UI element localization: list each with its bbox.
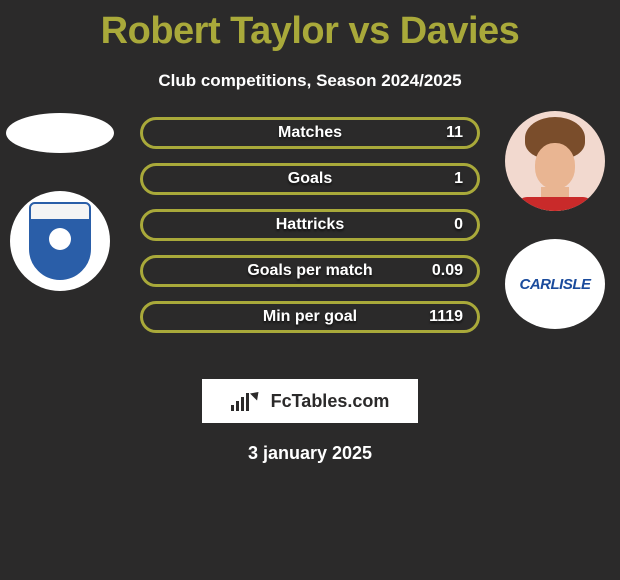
carlisle-logo-text: CARLISLE	[520, 276, 591, 293]
left-club-logo	[10, 191, 110, 291]
stat-value: 1119	[429, 308, 463, 326]
arrow-icon	[250, 388, 262, 400]
date-text: 3 january 2025	[0, 443, 620, 464]
stat-row-gpm: Goals per match 0.09	[140, 255, 480, 287]
left-player-photo	[6, 113, 114, 153]
bars-icon	[231, 391, 249, 411]
stat-label: Matches	[278, 124, 342, 142]
stat-value: 0	[454, 216, 463, 234]
stat-label: Goals	[288, 170, 332, 188]
stat-value: 11	[446, 124, 463, 142]
tranmere-crest-icon	[29, 202, 91, 280]
right-club-logo: CARLISLE	[505, 239, 605, 329]
right-column: CARLISLE	[500, 121, 610, 329]
stat-row-matches: Matches 11	[140, 117, 480, 149]
stats-area: Matches 11 Goals 1 Hattricks 0 Goals per…	[0, 121, 620, 361]
branding-badge: FcTables.com	[202, 379, 418, 423]
page-title: Robert Taylor vs Davies	[0, 0, 620, 53]
right-player-photo	[505, 111, 605, 211]
branding-text: FcTables.com	[271, 391, 390, 412]
stats-column: Matches 11 Goals 1 Hattricks 0 Goals per…	[140, 117, 480, 333]
subtitle: Club competitions, Season 2024/2025	[0, 71, 620, 91]
stat-row-mpg: Min per goal 1119	[140, 301, 480, 333]
left-column	[5, 121, 115, 291]
stat-value: 0.09	[432, 262, 463, 280]
player-face-icon	[505, 111, 605, 211]
stat-label: Hattricks	[276, 216, 344, 234]
stat-value: 1	[454, 170, 463, 188]
stat-label: Goals per match	[247, 262, 372, 280]
stat-row-hattricks: Hattricks 0	[140, 209, 480, 241]
stat-row-goals: Goals 1	[140, 163, 480, 195]
stat-label: Min per goal	[263, 308, 357, 326]
